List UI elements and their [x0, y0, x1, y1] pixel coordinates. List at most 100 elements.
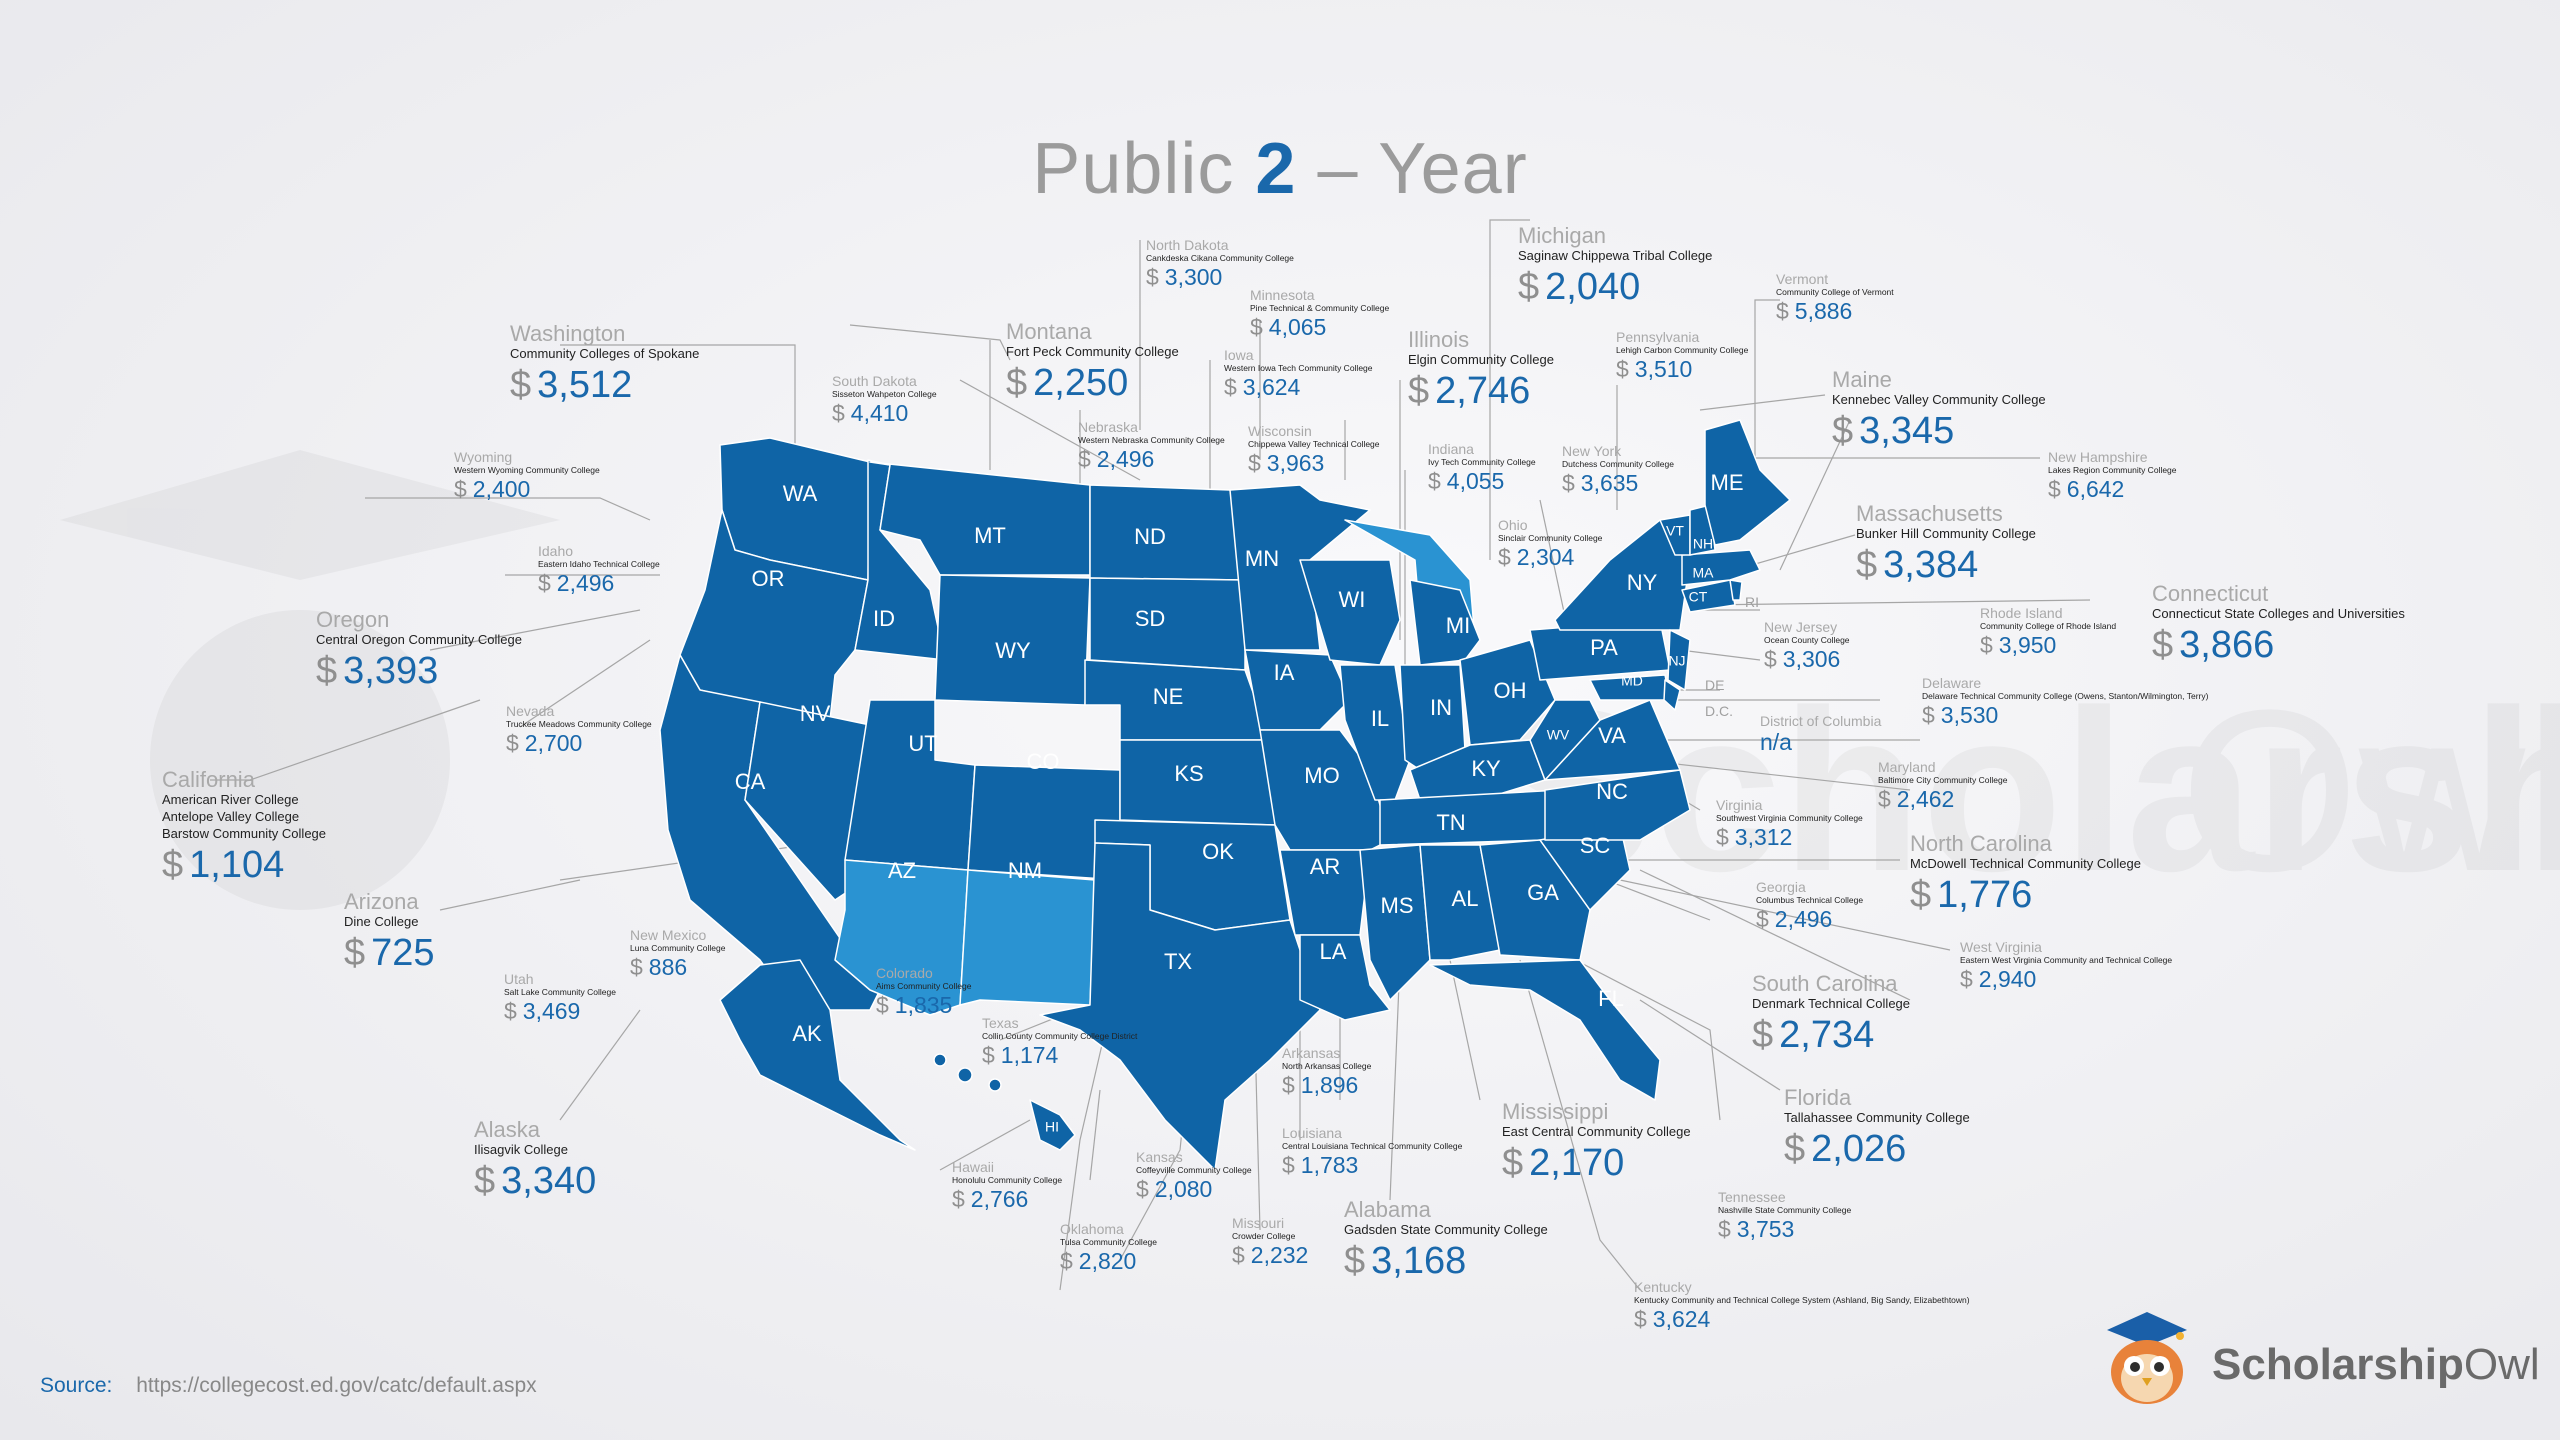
label-ohio: Ohio Sinclair Community College $2,304 [1498, 517, 1602, 572]
abbr-la: LA [1320, 939, 1347, 964]
state-la[interactable] [1299, 934, 1391, 1021]
tuition-amount: $2,170 [1502, 1141, 1691, 1187]
state-name: Missouri [1232, 1215, 1285, 1231]
college-name: Kentucky Community and Technical College… [1634, 1295, 1970, 1306]
abbr-mt: MT [974, 523, 1006, 548]
tuition-amount: n/a [1760, 729, 1792, 756]
tuition-amount: $2,820 [1060, 1248, 1157, 1276]
label-tennessee: Tennessee Nashville State Community Coll… [1718, 1189, 1851, 1244]
currency-symbol: $ [982, 1042, 995, 1069]
label-missouri: Missouri Crowder College $2,232 [1232, 1215, 1308, 1270]
label-nevada: Nevada Truckee Meadows Community College… [506, 703, 652, 758]
state-nj[interactable] [1667, 629, 1691, 691]
state-me[interactable] [1704, 419, 1791, 546]
state-ri[interactable] [1729, 579, 1743, 601]
state-name: New Jersey [1764, 619, 1838, 635]
currency-symbol: $ [1428, 468, 1441, 495]
currency-symbol: $ [952, 1186, 965, 1213]
currency-symbol: $ [1752, 1014, 1774, 1057]
state-nd[interactable] [1089, 484, 1246, 581]
state-name: South Carolina [1752, 971, 1898, 996]
abbr-ak: AK [792, 1021, 822, 1046]
abbr-nj: NJ [1668, 653, 1685, 669]
college-name: Lehigh Carbon Community College [1616, 345, 1749, 356]
state-mi-lower[interactable] [1409, 579, 1481, 666]
state-hi[interactable] [1029, 1099, 1076, 1151]
college-name: Central Louisiana Technical Community Co… [1282, 1141, 1463, 1152]
state-fl[interactable] [1429, 959, 1661, 1101]
amount-value: 2,250 [1033, 362, 1129, 405]
college-name: Bunker Hill Community College [1856, 526, 2036, 542]
state-nm[interactable] [959, 869, 1096, 1006]
amount-value: 2,496 [556, 570, 615, 597]
state-name: Texas [982, 1015, 1019, 1031]
brand-wordmark: ScholarshipOwl [2212, 1340, 2540, 1390]
amount-value: 3,510 [1634, 356, 1693, 383]
college-name: Saginaw Chippewa Tribal College [1518, 248, 1713, 264]
state-ct[interactable] [1681, 579, 1736, 613]
tuition-amount: $6,642 [2048, 476, 2177, 504]
state-ga[interactable] [1479, 839, 1591, 961]
state-ma[interactable] [1681, 549, 1761, 586]
tuition-amount: $2,250 [1006, 361, 1179, 407]
abbr-sc: SC [1580, 833, 1611, 858]
state-ak[interactable] [719, 959, 916, 1151]
state-name: Washington [510, 321, 626, 346]
state-ms[interactable] [1359, 844, 1431, 1001]
label-west-virginia: West Virginia Eastern West Virginia Comm… [1960, 939, 2172, 994]
amount-value: 3,345 [1859, 410, 1955, 453]
currency-symbol: $ [1078, 446, 1091, 473]
label-kentucky: Kentucky Kentucky Community and Technica… [1634, 1279, 1970, 1334]
state-name: Rhode Island [1980, 605, 2063, 621]
state-abbr-labels: WA OR CA ID NV MT WY UT AZ CO NM ND SD N… [735, 470, 1759, 1135]
tuition-amount: $3,306 [1764, 646, 1850, 674]
label-oklahoma: Oklahoma Tulsa Community College $2,820 [1060, 1221, 1157, 1276]
state-name: Alabama [1344, 1197, 1431, 1222]
abbr-ms: MS [1381, 893, 1414, 918]
amount-value: 1,776 [1937, 874, 2033, 917]
tuition-amount: $3,469 [504, 998, 616, 1026]
college-name: Fort Peck Community College [1006, 344, 1179, 360]
state-ia[interactable] [1244, 649, 1351, 731]
source-link[interactable]: https://collegecost.ed.gov/catc/default.… [136, 1374, 537, 1397]
label-north-carolina: North Carolina McDowell Technical Commun… [1910, 831, 2141, 919]
svg-text:Owl: Owl [2180, 662, 2560, 919]
abbr-me: ME [1711, 470, 1744, 495]
college-name: Truckee Meadows Community College [506, 719, 652, 730]
abbr-wv: WV [1547, 727, 1570, 743]
tuition-amount: $4,065 [1250, 314, 1389, 342]
college-name: North Arkansas College [1282, 1061, 1372, 1072]
state-sd[interactable] [1089, 577, 1246, 671]
amount-value: 4,055 [1446, 468, 1505, 495]
state-tx[interactable] [1039, 842, 1321, 1171]
currency-symbol: $ [1136, 1176, 1149, 1203]
currency-symbol: $ [1248, 450, 1261, 477]
amount-value: 5,886 [1794, 298, 1853, 325]
college-name: Kennebec Valley Community College [1832, 392, 2046, 408]
state-wv[interactable] [1529, 699, 1601, 781]
label-arkansas: Arkansas North Arkansas College $1,896 [1282, 1045, 1372, 1100]
currency-symbol: $ [1282, 1072, 1295, 1099]
currency-symbol: $ [1344, 1240, 1366, 1283]
state-name: Oregon [316, 607, 390, 632]
state-name: Tennessee [1718, 1189, 1786, 1205]
tuition-amount: $2,040 [1518, 265, 1712, 311]
abbr-mn: MN [1245, 546, 1279, 571]
state-nc[interactable] [1544, 769, 1691, 841]
state-de[interactable] [1663, 679, 1681, 711]
currency-symbol: $ [1878, 786, 1891, 813]
currency-symbol: $ [538, 570, 551, 597]
abbr-wy: WY [995, 638, 1031, 663]
college-name: Baltimore City Community College [1878, 775, 2008, 786]
amount-value: 2,040 [1545, 266, 1641, 309]
state-al[interactable] [1419, 844, 1501, 961]
state-oh[interactable] [1459, 639, 1556, 746]
label-delaware: Delaware Delaware Technical Community Co… [1922, 675, 2208, 730]
state-tn[interactable] [1379, 789, 1561, 846]
state-name: North Dakota [1146, 237, 1229, 253]
currency-symbol: $ [344, 932, 366, 975]
amount-value: 4,410 [850, 400, 909, 427]
state-or[interactable] [679, 509, 869, 721]
currency-symbol: $ [1784, 1128, 1806, 1171]
state-wi[interactable] [1299, 559, 1401, 666]
